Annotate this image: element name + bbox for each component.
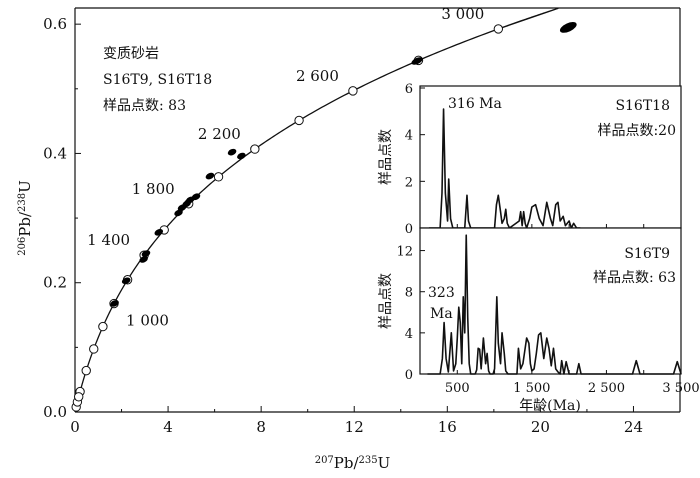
x-axis-title: 207Pb/235U <box>315 454 391 472</box>
frequency-curve <box>427 234 682 375</box>
age-label: 1 400 <box>87 231 130 249</box>
x-tick-label: 12 <box>345 418 364 436</box>
age-marker <box>294 115 304 126</box>
data-ellipse <box>191 193 201 201</box>
y-tick-label: 0.2 <box>43 274 67 292</box>
x-tick-label: 0 <box>70 418 80 436</box>
data-ellipse <box>237 152 246 160</box>
inset-y-tick-label: 6 <box>405 82 413 97</box>
inset-histogram-s16t18: 0 2 4 6 样品点数 S16T18 样品点数:20 316 Ma <box>378 82 682 237</box>
legend-count: 样品点数: 83 <box>103 98 186 114</box>
age-marker <box>74 392 84 402</box>
y-tick-label: 0.4 <box>43 144 67 162</box>
x-tick-label: 8 <box>256 418 266 436</box>
inset-y-axis-title: 样品点数 <box>378 129 394 185</box>
inset-y-tick-label: 4 <box>405 129 413 144</box>
frequency-curve <box>428 108 581 229</box>
inset-x-tick-label: 3 500 <box>662 381 699 396</box>
inset-peak-label: Ma <box>430 306 453 322</box>
inset-x-tick-label: 500 <box>445 381 470 396</box>
inset-y-tick-label: 0 <box>405 222 413 237</box>
data-ellipse <box>411 57 423 65</box>
data-ellipse <box>121 277 131 285</box>
main-plot: 0 4 8 12 16 20 240.00.20.40.6207Pb/235U206Pb/2… <box>16 5 681 472</box>
data-ellipse <box>205 172 215 180</box>
inset-sample-label: S16T9 <box>624 246 670 262</box>
age-marker <box>213 172 224 182</box>
y-tick-label: 0.0 <box>43 403 67 421</box>
age-label: 2 200 <box>198 125 241 143</box>
age-label: 1 000 <box>126 312 169 330</box>
inset-sample-label: S16T18 <box>615 98 670 114</box>
x-tick-label: 4 <box>163 418 173 436</box>
age-marker <box>250 144 260 154</box>
x-tick-label: 24 <box>624 418 643 436</box>
data-ellipse <box>141 250 151 257</box>
age-marker <box>89 344 99 354</box>
x-tick-label: 16 <box>438 418 457 436</box>
legend-rock-type: 变质砂岩 <box>103 46 159 62</box>
inset-peak-label: 323 <box>428 285 455 301</box>
inset-y-tick-label: 12 <box>396 245 413 260</box>
inset-x-tick-label: 2 500 <box>588 381 625 396</box>
inset-peak-label: 316 Ma <box>448 96 502 112</box>
data-ellipse <box>559 22 577 33</box>
age-label: 2 600 <box>296 67 339 85</box>
inset-y-tick-label: 0 <box>405 368 413 383</box>
inset-y-tick-label: 4 <box>405 327 413 342</box>
age-label: 1 800 <box>132 180 175 198</box>
age-marker <box>81 365 91 376</box>
y-axis-title: 206Pb/238U <box>16 180 34 256</box>
age-marker <box>98 321 108 332</box>
inset-x-tick-label: 1 500 <box>513 381 550 396</box>
inset-y-axis-title: 样品点数 <box>378 273 394 329</box>
age-marker <box>493 24 504 34</box>
inset-x-axis-title: 年龄(Ma) <box>519 398 581 414</box>
inset-count-label: 样品点数: 63 <box>593 270 676 286</box>
data-ellipse <box>227 148 237 156</box>
inset-y-tick-label: 2 <box>405 175 413 190</box>
age-label: 3 000 <box>441 5 484 23</box>
age-marker <box>348 86 358 96</box>
inset-frame <box>419 85 682 229</box>
data-ellipse <box>139 256 148 263</box>
legend-samples: S16T9, S16T18 <box>103 72 212 88</box>
x-tick-label: 20 <box>531 418 550 436</box>
inset-count-label: 样品点数:20 <box>597 123 676 139</box>
data-ellipse <box>110 300 119 307</box>
y-tick-label: 0.6 <box>43 15 67 33</box>
data-ellipse <box>154 228 164 236</box>
data-ellipse <box>174 209 183 217</box>
inset-y-tick-label: 8 <box>405 286 413 301</box>
